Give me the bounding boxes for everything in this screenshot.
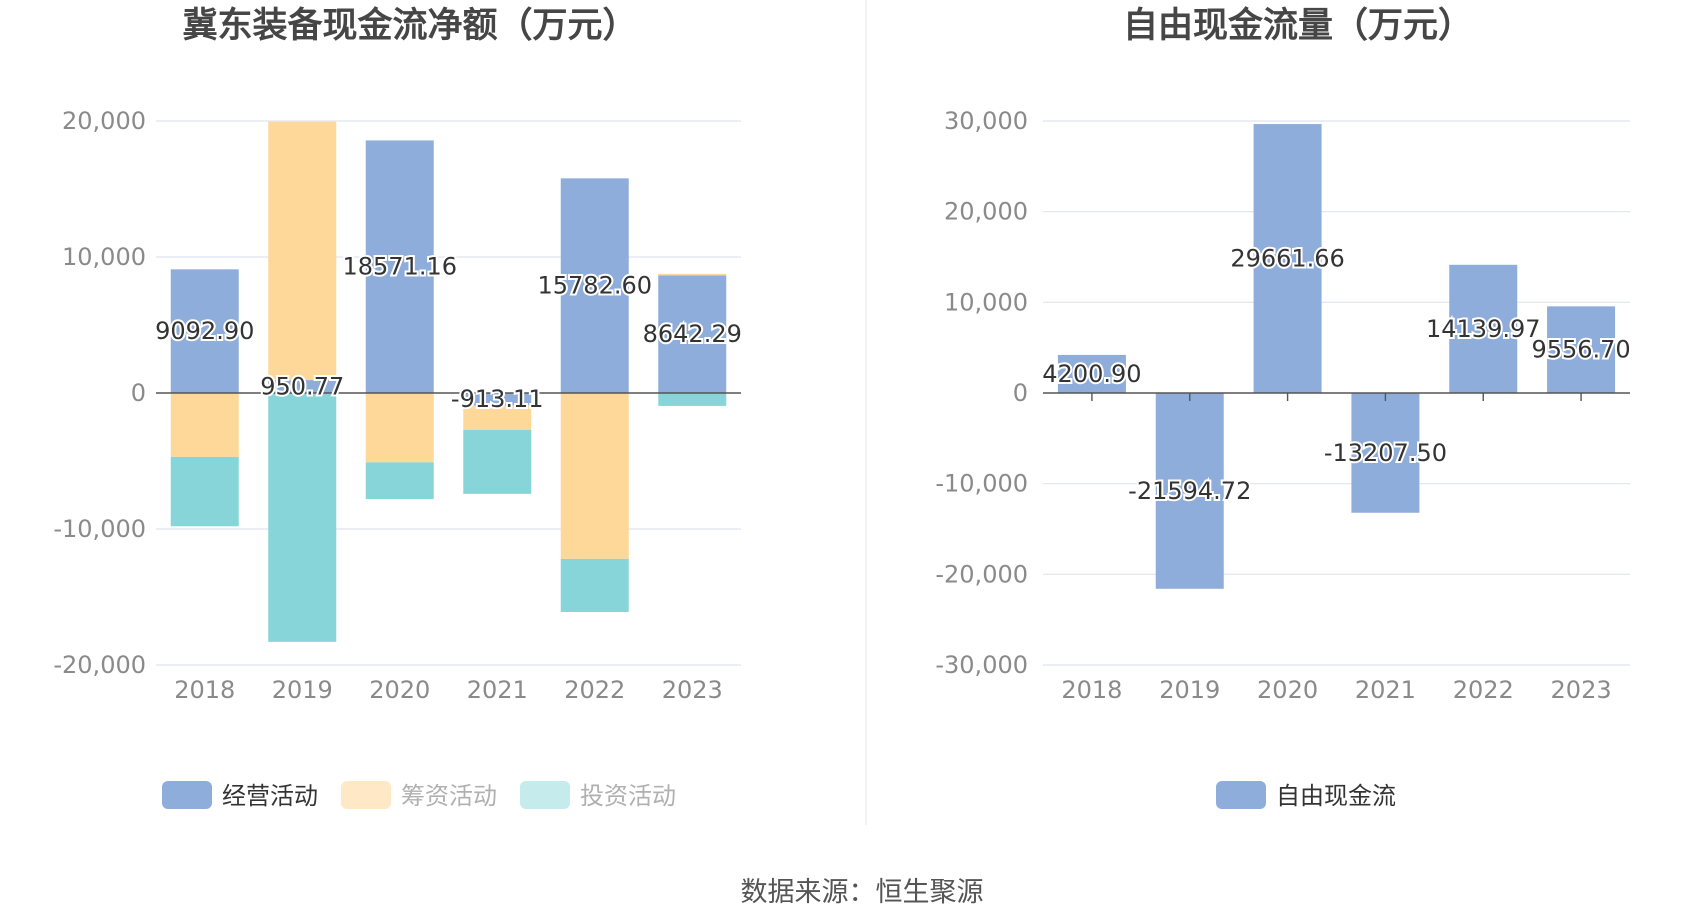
- bar-1-2023[interactable]: [658, 273, 727, 276]
- bar-0-2021[interactable]: [463, 393, 532, 406]
- right-legend: 自由现金流: [1216, 781, 1396, 810]
- bar-2020[interactable]: [1253, 124, 1322, 393]
- free-cash-flow-chart: 30,000 20,000 10,000 0 -10,000 -20,000 -30,000…: [935, 107, 1632, 704]
- legend-swatch-financing: [341, 781, 391, 809]
- legend-label-financing: 筹资活动: [401, 782, 497, 810]
- left-legend: 经营活动 筹资活动 投资活动: [162, 781, 676, 810]
- bar-1-2020[interactable]: [365, 393, 434, 463]
- x-tick-label: 2021: [467, 676, 528, 704]
- data-label: 18571.16: [342, 253, 457, 281]
- bar-1-2021[interactable]: [463, 405, 532, 430]
- data-label: 4200.90: [1042, 360, 1141, 388]
- data-label: 9092.90: [155, 317, 254, 345]
- data-label: 14139.97: [1426, 315, 1541, 343]
- bar-0-2023[interactable]: [658, 275, 727, 393]
- legend-label-investing: 投资活动: [580, 782, 676, 810]
- bar-0-2022[interactable]: [560, 178, 629, 393]
- y-tick-label: 20,000: [62, 107, 146, 135]
- bar-2-2021[interactable]: [463, 429, 532, 494]
- bar-2019[interactable]: [1155, 393, 1224, 589]
- legend-item-operating[interactable]: 经营活动: [162, 781, 318, 810]
- y-tick-label: -10,000: [53, 515, 146, 543]
- data-label: 9556.70: [1531, 336, 1630, 364]
- y-tick-label: 10,000: [62, 243, 146, 271]
- data-label: 15782.60: [537, 272, 652, 300]
- y-tick-label: 20,000: [944, 198, 1028, 226]
- right-chart-title: 自由现金流量（万元）: [1123, 5, 1473, 46]
- y-tick-label: 0: [131, 379, 146, 407]
- bar-2-2018[interactable]: [170, 456, 239, 527]
- bar-1-2019[interactable]: [268, 121, 337, 381]
- x-tick-label: 2020: [1257, 676, 1318, 704]
- x-tick-label: 2023: [662, 676, 723, 704]
- bar-2-2019[interactable]: [268, 393, 337, 642]
- bar-2022[interactable]: [1449, 264, 1518, 393]
- x-tick-label: 2019: [272, 676, 333, 704]
- x-tick-label: 2019: [1159, 676, 1220, 704]
- bar-2-2023[interactable]: [658, 393, 727, 406]
- data-label: 29661.66: [1230, 245, 1345, 273]
- y-tick-label: 30,000: [944, 107, 1028, 135]
- x-tick-label: 2021: [1355, 676, 1416, 704]
- legend-swatch-investing: [520, 781, 570, 809]
- bar-2018[interactable]: [1057, 354, 1126, 393]
- data-label: -21594.72: [1128, 477, 1251, 505]
- y-tick-label: -30,000: [935, 651, 1028, 679]
- left-chart-title: 冀东装备现金流净额（万元）: [182, 5, 637, 46]
- data-source-note: 数据来源：恒生聚源: [741, 877, 984, 908]
- x-tick-label: 2018: [1061, 676, 1122, 704]
- legend-swatch-fcf: [1216, 781, 1266, 809]
- data-label: -913.11: [451, 385, 544, 413]
- y-tick-label: 0: [1013, 379, 1028, 407]
- y-tick-label: -20,000: [53, 651, 146, 679]
- bar-2021[interactable]: [1351, 393, 1420, 513]
- data-label: -13207.50: [1324, 439, 1447, 467]
- legend-item-fcf[interactable]: 自由现金流: [1216, 781, 1396, 810]
- legend-label-operating: 经营活动: [222, 782, 318, 810]
- legend-item-investing[interactable]: 投资活动: [520, 781, 676, 810]
- bar-0-2020[interactable]: [365, 140, 434, 393]
- y-tick-label: -10,000: [935, 470, 1028, 498]
- bar-1-2018[interactable]: [170, 393, 239, 457]
- y-tick-label: 10,000: [944, 288, 1028, 316]
- bar-0-2018[interactable]: [170, 269, 239, 393]
- y-tick-label: -20,000: [935, 560, 1028, 588]
- bar-2-2022[interactable]: [560, 558, 629, 612]
- data-label: 8642.29: [643, 320, 742, 348]
- x-tick-label: 2020: [369, 676, 430, 704]
- x-tick-label: 2023: [1551, 676, 1612, 704]
- x-tick-label: 2018: [174, 676, 235, 704]
- data-label: 950.77: [260, 373, 344, 401]
- legend-label-fcf: 自由现金流: [1276, 782, 1396, 810]
- bar-0-2019[interactable]: [268, 380, 337, 393]
- bar-1-2022[interactable]: [560, 393, 629, 559]
- bar-2023[interactable]: [1547, 306, 1616, 393]
- x-tick-label: 2022: [1453, 676, 1514, 704]
- legend-item-financing[interactable]: 筹资活动: [341, 781, 497, 810]
- x-tick-label: 2022: [564, 676, 625, 704]
- bar-2-2020[interactable]: [365, 462, 434, 500]
- legend-swatch-operating: [162, 781, 212, 809]
- cash-flow-net-chart: 20,000 10,000 0 -10,000 -20,000 2018 2019 2020 2…: [53, 107, 744, 704]
